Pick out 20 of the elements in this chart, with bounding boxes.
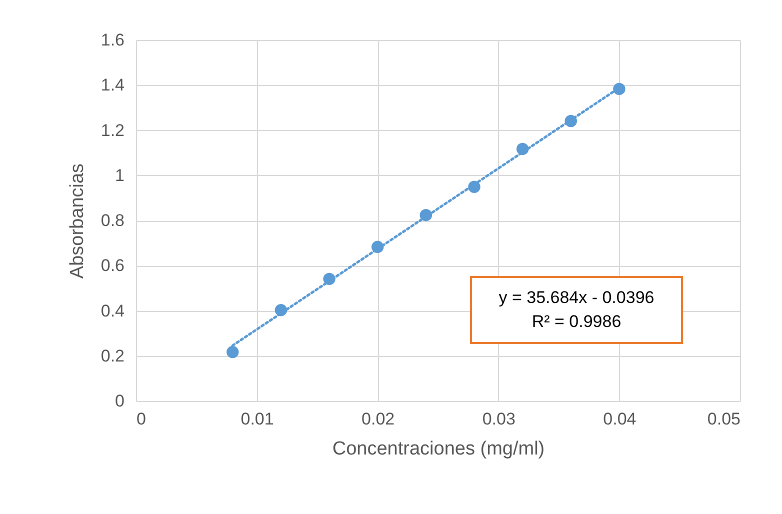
annotation: R² = 0.9986 [532,311,622,333]
y-tick-label: 1 [115,166,124,185]
annotation: y = 35.684x - 0.0396 [498,287,654,309]
x-tick-label: 0 [136,410,146,428]
y-tick-label: 1.6 [100,30,124,50]
x-axis-title: Concentraciones (mg/ml) [332,438,545,460]
y-tick-label: 1.4 [100,76,124,95]
y-tick-label: 0.4 [100,301,124,320]
x-tick-label: 0.03 [482,410,516,428]
x-tick-label: 0.04 [603,410,636,428]
x-tick-label: 0.02 [362,410,395,428]
y-tick-label: 0 [115,392,124,410]
y-tick-label: 1.2 [100,120,124,140]
x-tick-label: 0.05 [707,410,740,428]
equation-box: y = 35.684x - 0.0396 R² = 0.9986 [470,276,683,344]
y-tick-label: 0.6 [100,256,124,276]
x-tick-label: 0.01 [240,410,274,428]
y-axis-title: Absorbancias [66,163,88,279]
y-tick-label: 0.2 [100,346,124,366]
y-tick-label: 0.8 [100,211,124,230]
